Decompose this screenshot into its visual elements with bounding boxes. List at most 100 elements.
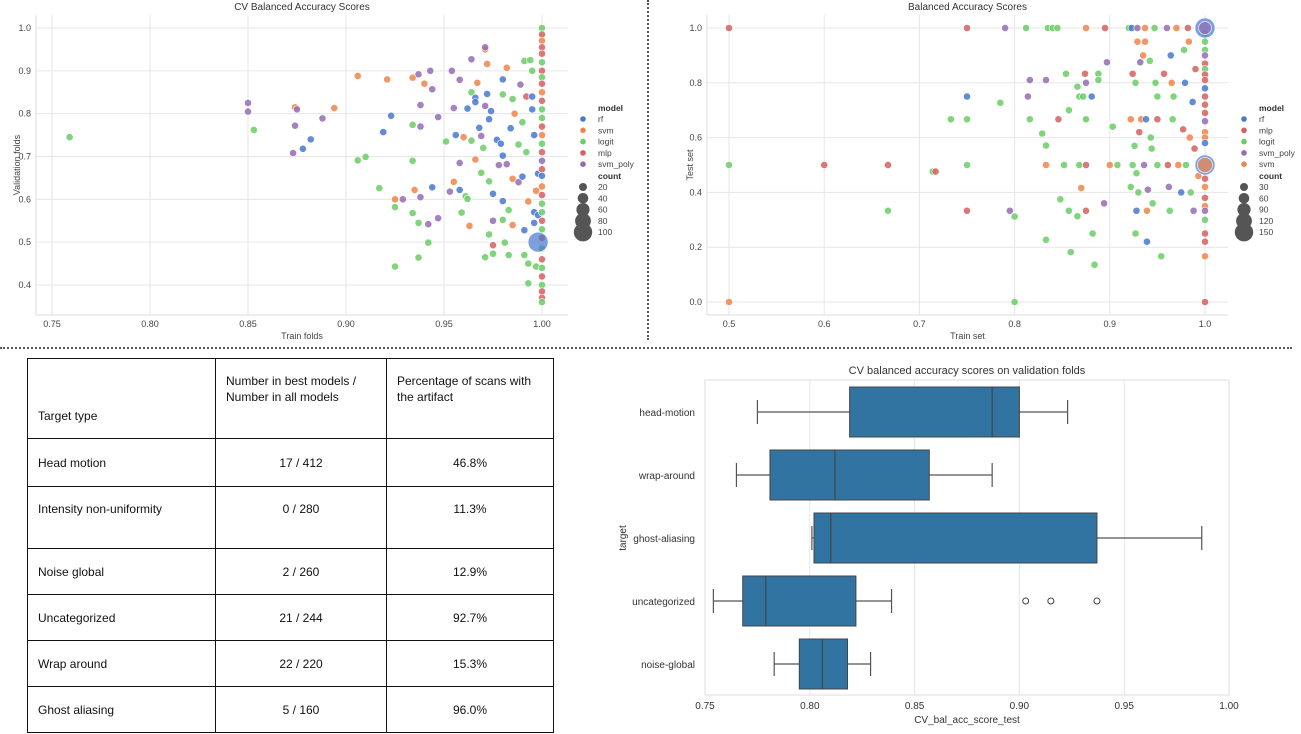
data-point-mlp xyxy=(538,191,546,199)
data-point-logit xyxy=(528,66,537,75)
x-tick-label: 0.6 xyxy=(818,319,831,329)
data-point-logit xyxy=(1150,24,1159,32)
header-percentage: Percentage of scans with the artifact xyxy=(386,358,554,439)
data-point-logit xyxy=(1010,212,1019,221)
data-point-svm_poly xyxy=(293,105,301,114)
legend-count-label: 40 xyxy=(598,193,608,203)
cell-target: Intensity non-uniformity xyxy=(27,486,216,549)
data-point-logit xyxy=(538,114,546,122)
data-point-logit xyxy=(504,251,513,259)
x-axis-label: CV_bal_acc_score_test xyxy=(914,715,1020,726)
data-point-svm xyxy=(1172,24,1181,32)
data-point-mlp xyxy=(1201,229,1209,238)
data-point-svm_poly xyxy=(416,101,425,109)
legend-model-title: model xyxy=(1259,103,1284,113)
data-point-logit xyxy=(361,153,370,161)
y-tick-label: 0.0 xyxy=(689,297,702,307)
data-point-logit xyxy=(538,263,546,272)
horizontal-divider xyxy=(0,347,1292,349)
legend-marker-logit xyxy=(580,138,586,145)
data-point-svm_poly xyxy=(434,113,443,121)
data-point-mlp xyxy=(963,24,971,32)
legend-size-marker xyxy=(1237,203,1251,217)
data-point-logit xyxy=(538,105,546,114)
data-point-rf xyxy=(298,144,307,153)
data-point-logit xyxy=(522,148,531,157)
data-point-logit xyxy=(485,177,493,186)
data-point-logit xyxy=(442,137,450,146)
y-tick-label: 0.2 xyxy=(689,242,702,252)
x-tick-label: 0.80 xyxy=(800,701,820,712)
table-row: Uncategorized 21 / 244 92.7% xyxy=(27,594,554,641)
chart-title: CV Balanced Accuracy Scores xyxy=(234,2,370,13)
data-point-mlp xyxy=(1135,128,1144,137)
chart-title: CV balanced accuracy scores on validatio… xyxy=(849,365,1086,377)
data-point-svm_poly xyxy=(1025,76,1034,84)
cell-count: 0 / 280 xyxy=(215,486,387,549)
data-point-logit xyxy=(1128,161,1137,169)
data-point-logit xyxy=(408,156,417,165)
legend-marker-svm xyxy=(580,127,586,134)
data-point-svm_poly xyxy=(289,149,297,157)
box-noise-global xyxy=(798,638,849,690)
data-point-svm_poly xyxy=(1082,78,1090,87)
data-point-logit xyxy=(996,98,1005,107)
outlier-point xyxy=(1093,597,1101,605)
data-point-svm_poly xyxy=(477,132,486,140)
data-point-mlp xyxy=(538,255,546,264)
legend-model-title: model xyxy=(598,103,623,113)
data-point-svm xyxy=(1082,24,1090,32)
legend-label-logit: logit xyxy=(598,137,614,147)
data-point-svm xyxy=(483,60,492,68)
data-point-svm xyxy=(391,195,399,204)
category-label: ghost-aliasing xyxy=(633,534,695,545)
legend-label-svm_poly: svm_poly xyxy=(1259,148,1296,158)
data-point-logit xyxy=(353,156,362,165)
data-point-rf xyxy=(530,131,539,139)
data-point-svm xyxy=(420,79,429,88)
data-point-logit xyxy=(408,209,417,217)
data-point-logit xyxy=(1145,56,1154,65)
x-tick-label: 0.7 xyxy=(913,319,926,329)
header-target-type: Target type xyxy=(27,358,216,439)
box-head-motion xyxy=(849,386,1020,438)
legend-size-marker xyxy=(1234,223,1254,242)
data-point-logit xyxy=(408,120,417,129)
data-point-logit xyxy=(500,238,509,247)
legend-label-rf: rf xyxy=(598,114,604,124)
legend-count-label: 120 xyxy=(1259,216,1273,226)
data-point-logit xyxy=(1038,129,1047,138)
data-point-logit xyxy=(524,279,533,288)
data-point-svm_poly xyxy=(434,214,443,223)
data-point-svm xyxy=(1184,37,1193,46)
data-point-logit xyxy=(1053,24,1062,32)
data-point-logit xyxy=(65,133,74,142)
legend-count-label: 90 xyxy=(1259,205,1269,215)
data-point-logit xyxy=(1082,115,1090,124)
data-point-logit xyxy=(946,115,955,124)
data-point-logit xyxy=(1088,229,1097,238)
y-axis-label: Validation folds xyxy=(12,134,22,195)
data-point-logit xyxy=(538,208,546,217)
legend-label-svm_poly: svm_poly xyxy=(598,159,635,169)
data-point-rf xyxy=(455,186,464,194)
data-point-svm xyxy=(408,73,417,82)
data-point-logit xyxy=(1025,115,1034,124)
data-point-svm xyxy=(532,186,541,195)
data-point-svm xyxy=(471,155,480,164)
x-tick-label: 0.5 xyxy=(723,319,736,329)
data-point-mlp xyxy=(1163,161,1172,169)
data-point-logit xyxy=(538,199,546,208)
legend-size-marker xyxy=(1240,183,1248,191)
legend-marker-svm_poly xyxy=(1241,150,1247,156)
cell-percent: 96.0% xyxy=(386,686,554,733)
scatter-chart-cv-scores: 0.75 0.80 0.85 0.90 0.95 1.00 0.4 0.5 0.6 0.7 0.8 0… xyxy=(12,2,635,341)
data-point-rf xyxy=(1166,51,1175,60)
data-point-logit xyxy=(1022,24,1030,32)
scatter-chart-test-scores: 0.5 0.6 0.7 0.8 0.9 1.0 0.0 0.2 0.4 0.6 0.8 1.0 Bala… xyxy=(685,2,1296,341)
data-point-mlp xyxy=(538,148,546,157)
data-point-logit xyxy=(1151,78,1160,87)
data-point-svm xyxy=(538,88,546,97)
data-point-svm_poly xyxy=(426,66,435,75)
data-point-svm xyxy=(1141,24,1149,32)
